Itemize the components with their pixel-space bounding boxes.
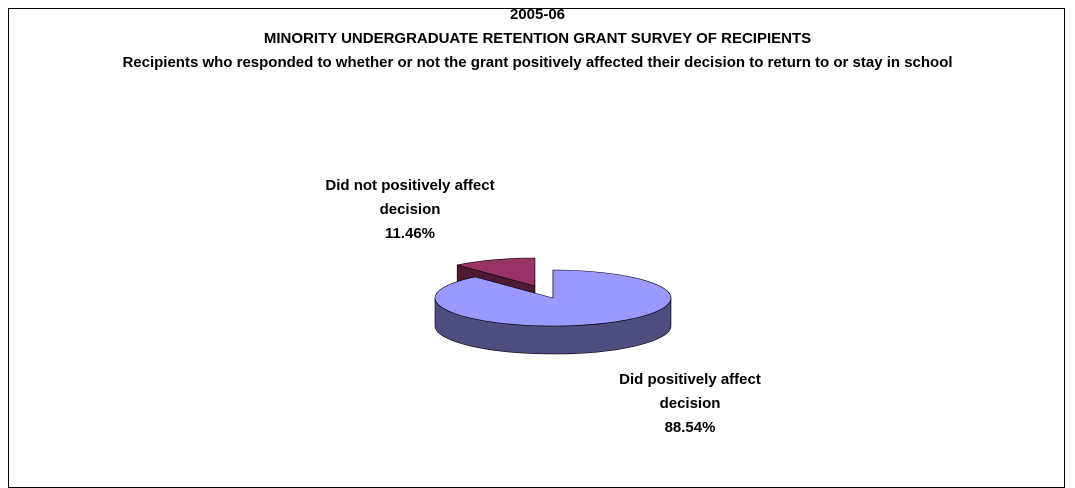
chart-description: Recipients who responded to whether or n…: [122, 54, 953, 71]
chart-title: 2005-06: [509, 6, 566, 23]
slice-label-name: Did not positively affect decision: [325, 177, 495, 218]
slice-label-name: Did positively affect decision: [619, 371, 761, 412]
pie-slice: [457, 257, 536, 287]
chart-subtitle: MINORITY UNDERGRADUATE RETENTION GRANT S…: [263, 30, 812, 47]
slice-label-value: 88.54%: [664, 419, 716, 436]
slice-label: Did not positively affect decision 11.46…: [320, 174, 500, 246]
pie-slice: [434, 269, 672, 327]
slice-label: Did positively affect decision 88.54%: [590, 368, 790, 440]
slice-label-value: 11.46%: [384, 225, 436, 242]
